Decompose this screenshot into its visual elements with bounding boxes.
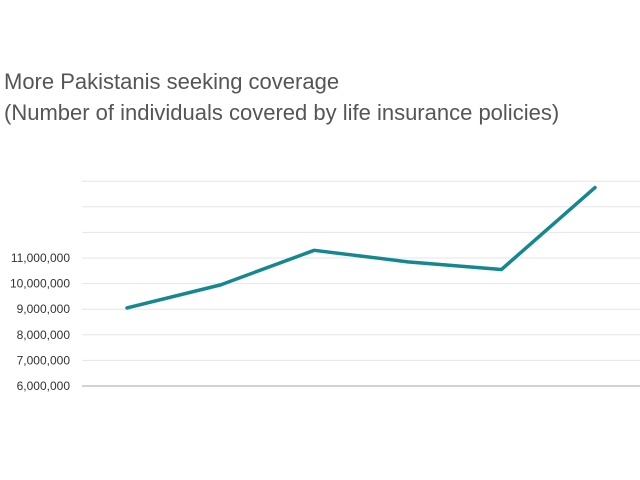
chart-title-line2: (Number of individuals covered by life i…	[4, 100, 560, 125]
y-tick-label: 9,000,000	[17, 302, 71, 316]
y-axis-labels: 6,000,000 7,000,000 8,000,000 9,000,000 10,0…	[10, 251, 70, 393]
series-group	[125, 185, 597, 310]
y-tick-label: 11,000,000	[11, 251, 70, 265]
y-tick-label: 7,000,000	[17, 353, 71, 367]
y-tick-label: 8,000,000	[17, 328, 71, 342]
gridlines	[82, 180, 640, 387]
y-tick-label: 6,000,000	[17, 379, 71, 393]
series-line	[125, 185, 597, 310]
chart-title-line1: More Pakistanis seeking coverage	[4, 69, 340, 94]
chart-title: More Pakistanis seeking coverage (Number…	[4, 66, 559, 128]
y-tick-label: 10,000,000	[10, 277, 70, 291]
